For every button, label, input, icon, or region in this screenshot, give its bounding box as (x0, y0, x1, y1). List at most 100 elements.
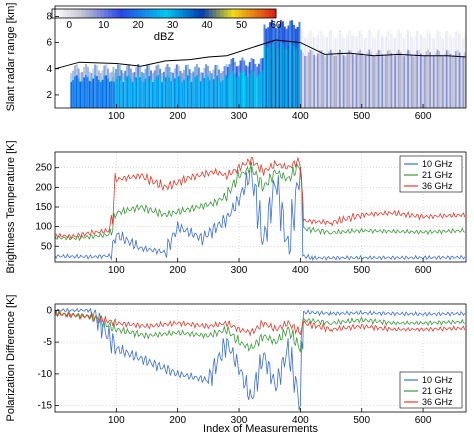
panel-1: 0 10 20 30 40 50 60 dBZ 100 200 300 400 500 600 2 4 6 8 Sl… (5, 3, 467, 122)
radar-cell-upper (232, 57, 235, 71)
radar-cell (239, 60, 242, 108)
radar-cell (447, 30, 450, 109)
x-tick-label: 200 (169, 265, 186, 276)
radar-cell (454, 32, 457, 108)
radar-cell-upper (155, 65, 158, 77)
radar-cell-upper (146, 64, 149, 76)
radar-cell (309, 30, 312, 108)
colorbar-tick-label: 30 (167, 20, 179, 31)
radar-cell-upper (432, 38, 435, 57)
radar-cell-upper (362, 38, 365, 57)
radar-cell (201, 72, 204, 108)
radar-cell-upper (261, 58, 264, 71)
radar-cell-upper (151, 73, 154, 83)
radar-cell-upper (157, 64, 160, 76)
radar-cell-upper (453, 37, 455, 56)
radar-cell-upper (208, 71, 211, 81)
radar-cell-upper (333, 38, 336, 57)
radar-cell (397, 30, 400, 108)
colorbar-cell (197, 9, 202, 18)
series-line-3 (54, 310, 466, 337)
radar-cell (373, 39, 376, 108)
radar-cell-upper (170, 72, 173, 82)
range-line (54, 39, 467, 70)
radar-cell (90, 73, 93, 108)
radar-cell (129, 68, 132, 108)
radar-cell-upper (83, 67, 86, 78)
radar-cell (280, 19, 282, 109)
x-tick-label: 500 (353, 265, 370, 276)
y-tick-label: 2 (46, 90, 52, 101)
radar-cell (96, 65, 98, 108)
radar-cell (394, 37, 397, 108)
radar-cell-upper (188, 69, 191, 79)
radar-cell-upper (285, 28, 288, 49)
radar-cell (75, 64, 78, 108)
radar-cell-upper (230, 59, 233, 72)
radar-cell-upper (258, 63, 260, 75)
radar-cell (291, 20, 294, 109)
radar-cell (127, 64, 130, 108)
radar-cell (294, 28, 297, 108)
radar-cell (419, 35, 422, 109)
radar-cell (210, 73, 213, 108)
radar-cell (105, 64, 108, 108)
radar-cell-upper (139, 66, 141, 78)
radar-cell-upper (434, 34, 437, 53)
radar-cell (418, 30, 420, 108)
radar-cell (81, 72, 84, 108)
radar-cell (320, 31, 323, 109)
radar-cell-upper (339, 30, 341, 50)
colorbar-cell (201, 9, 206, 18)
radar-column-2 (113, 64, 228, 108)
y-tick-label: 0 (46, 305, 52, 316)
radar-cell-upper (162, 71, 165, 81)
radar-cell-upper (388, 30, 391, 50)
radar-cell-upper (276, 28, 279, 49)
radar-cell-upper (77, 68, 80, 79)
radar-cell-upper (137, 64, 140, 76)
radar-cell-upper (234, 62, 236, 74)
legend-label: 10 GHz (422, 375, 453, 385)
radar-cell-upper (296, 27, 299, 48)
radar-cell-upper (239, 60, 242, 73)
radar-cell-upper (280, 19, 282, 42)
radar-cell (115, 69, 117, 108)
radar-cell-upper (190, 73, 193, 82)
radar-cell (74, 65, 76, 108)
radar-cell-upper (348, 30, 351, 51)
radar-cell-upper (86, 66, 89, 78)
colorbar-cell (81, 9, 87, 18)
radar-cell-upper (390, 34, 393, 54)
colorbar-cell (145, 9, 150, 18)
radar-cell-upper (235, 66, 238, 77)
colorbar-cell (212, 9, 217, 18)
x-tick-label: 300 (231, 111, 248, 122)
radar-cell-upper (99, 73, 102, 83)
series-line-1 (54, 307, 466, 411)
radar-cell-upper (460, 38, 463, 56)
radar-cell (92, 68, 95, 108)
colorbar-cell (272, 9, 277, 18)
radar-cell (88, 71, 91, 108)
radar-cell-upper (205, 64, 208, 76)
radar-cell (108, 73, 111, 108)
radar-cell (144, 68, 147, 108)
radar-cell (287, 25, 290, 108)
colorbar-tick-label: 40 (202, 20, 214, 31)
radar-cell (379, 31, 382, 109)
radar-cell (311, 32, 314, 108)
radar-cell (272, 22, 275, 109)
radar-cell (460, 38, 463, 108)
radar-cell-upper (272, 22, 275, 45)
colorbar-cell (134, 9, 139, 18)
radar-cell (177, 65, 180, 108)
radar-cell-upper (320, 31, 323, 51)
radar-cell (432, 38, 435, 108)
radar-cell (265, 28, 268, 108)
radar-cell-upper (322, 35, 325, 54)
radar-cell-upper (183, 70, 186, 80)
colorbar-cell (249, 9, 255, 18)
radar-cell-upper (263, 24, 266, 46)
radar-cell (203, 68, 206, 108)
